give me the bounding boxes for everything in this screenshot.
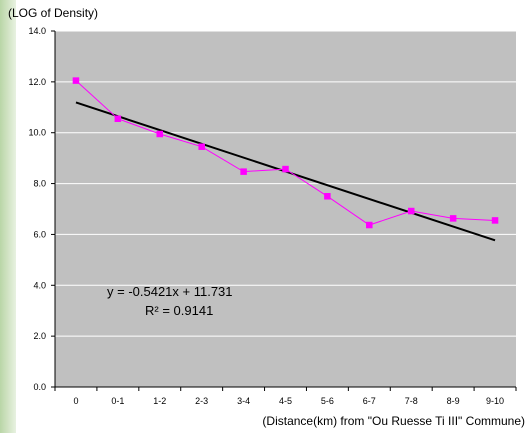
- trendline-equation: y = -0.5421x + 11.731: [107, 284, 233, 299]
- density-point-marker: [114, 115, 122, 122]
- density-point-marker: [72, 77, 80, 84]
- x-axis-title: (Distance(km) from "Ou Ruesse Ti III" Co…: [262, 414, 525, 428]
- plot-area: [55, 31, 516, 387]
- density-point-marker: [324, 193, 331, 200]
- y-tick-label: 6.0: [33, 229, 46, 239]
- y-tick-label: 10.0: [28, 128, 46, 138]
- y-tick-label: 8.0: [33, 179, 46, 189]
- y-tick-label: 2.0: [33, 331, 46, 341]
- x-tick-label: 7-8: [405, 396, 418, 406]
- trendline-equation-group: y = -0.5421x + 11.731 R² = 0.9141: [107, 284, 233, 318]
- x-tick-label: 6-7: [363, 396, 376, 406]
- y-tick-label: 14.0: [28, 26, 46, 36]
- density-point-marker: [240, 168, 247, 175]
- x-tick-label: 0-1: [111, 396, 124, 406]
- x-tick-label: 1-2: [153, 396, 166, 406]
- trendline-r-squared: R² = 0.9141: [145, 303, 213, 318]
- x-tick-label: 3-4: [237, 396, 250, 406]
- density-point-marker: [491, 217, 499, 224]
- x-tick-label: 4-5: [279, 396, 292, 406]
- density-point-marker: [198, 143, 205, 150]
- density-point-marker: [282, 165, 289, 173]
- y-tick-label: 0.0: [33, 382, 46, 392]
- left-background-strip: [0, 0, 16, 433]
- y-tick-label: 4.0: [33, 280, 46, 290]
- plot-layer: 0.0 2.0 4.0 6.0 8.0 10.0 12.0 14.0 0 0-1 1-2 2-3 3-4…: [28, 26, 517, 406]
- x-tick-label: 5-6: [321, 396, 334, 406]
- x-tick-label: 0: [73, 396, 78, 406]
- density-point-marker: [156, 130, 164, 138]
- x-tick-label: 8-9: [447, 396, 460, 406]
- x-tick-label: 9-10: [486, 396, 504, 406]
- y-tick-label: 12.0: [28, 77, 46, 87]
- density-point-marker: [366, 221, 373, 229]
- x-tick-label: 2-3: [195, 396, 208, 406]
- y-axis-title: (LOG of Density): [8, 6, 98, 20]
- density-point-marker: [407, 207, 415, 215]
- density-point-marker: [449, 215, 457, 222]
- x-axis-title-group: (Distance(km) from "Ou Ruesse Ti III" Co…: [262, 414, 525, 428]
